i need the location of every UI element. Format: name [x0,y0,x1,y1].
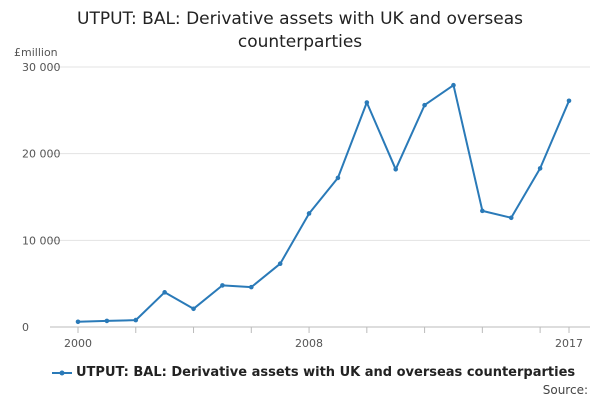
data-point[interactable] [133,317,139,323]
data-point[interactable] [75,319,81,325]
chart-title: UTPUT: BAL: Derivative assets with UK an… [77,9,523,52]
data-point[interactable] [306,211,312,216]
grid-layer [50,66,590,241]
y-tick-label: 30 000 [22,61,61,74]
x-tick-label: 2008 [295,337,323,350]
data-point[interactable] [104,318,110,324]
legend: UTPUT: BAL: Derivative assets with UK an… [52,365,575,380]
data-point[interactable] [393,166,399,172]
data-point[interactable] [451,82,456,88]
series-line [77,84,570,323]
data-point[interactable] [191,306,196,312]
data-point[interactable] [277,261,283,267]
legend-series-label: UTPUT: BAL: Derivative assets with UK an… [76,365,576,380]
data-point[interactable] [335,175,341,181]
source-label: Source: [542,383,588,397]
legend-series-marker [52,370,72,375]
data-point[interactable] [480,208,485,214]
y-axis-unit-label: £million [14,46,58,59]
data-point[interactable] [537,166,543,171]
data-point[interactable] [220,283,225,288]
data-point[interactable] [162,290,167,295]
data-point[interactable] [364,100,370,105]
data-point[interactable] [422,102,427,108]
data-point[interactable] [248,284,254,290]
x-tick-label: 2000 [64,337,92,350]
data-point[interactable] [566,98,572,104]
x-tick-label: 2017 [555,337,583,350]
axis-layer: 0 10 000 20 000 30 000 2000 2008 2017 [22,61,590,350]
y-tick-label: 20 000 [22,148,61,161]
y-tick-label: 10 000 [22,234,61,247]
y-tick-label: 0 [22,321,29,334]
data-point[interactable] [508,215,514,221]
series-layer [75,82,572,325]
